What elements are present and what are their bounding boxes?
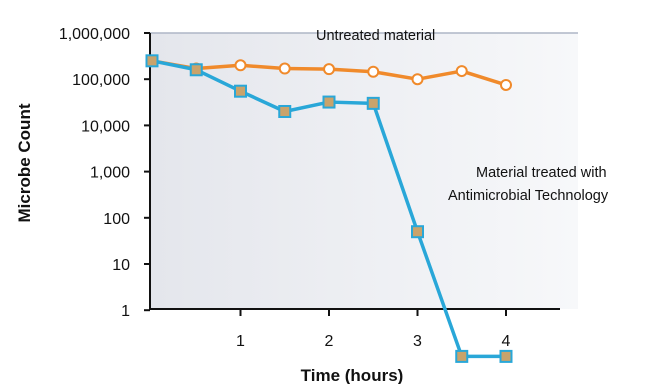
series-layer (145, 54, 513, 363)
y-tick-label: 10 (112, 257, 130, 274)
untreated-point (234, 59, 247, 72)
untreated-point (323, 63, 335, 76)
untreated-point (455, 65, 468, 78)
x-tick-label: 3 (413, 333, 422, 350)
treated-point (234, 84, 247, 98)
x-tick-label: 1 (236, 333, 245, 350)
y-tick-label: 100,000 (72, 72, 130, 89)
treated-point (278, 104, 292, 118)
y-axis: 1 10 100 1,000 10,000 100,000 1,000,000 (59, 26, 151, 320)
y-tick-label: 1,000,000 (59, 26, 130, 43)
annotation-untreated: Untreated material (316, 28, 435, 44)
untreated-point (367, 65, 380, 78)
x-tick-label: 4 (502, 333, 511, 350)
y-tick-label: 10,000 (81, 118, 130, 135)
x-axis: 1 2 3 4 (150, 308, 560, 350)
annotation-treated-line1: Material treated with (476, 165, 607, 181)
treated-point (189, 63, 203, 77)
y-tick-label: 100 (103, 211, 130, 228)
untreated-point (500, 78, 512, 91)
treated-point (499, 349, 513, 363)
plot-background (150, 33, 578, 309)
y-tick-label: 1 (121, 303, 130, 320)
treated-point (322, 95, 336, 109)
treated-point (366, 96, 380, 110)
y-axis-title: Microbe Count (15, 103, 34, 222)
x-axis-title: Time (hours) (301, 366, 404, 384)
treated-point (455, 349, 469, 363)
annotation-treated-line2: Antimicrobial Technology (448, 188, 609, 204)
x-tick-label: 2 (325, 333, 334, 350)
y-tick-label: 1,000 (90, 165, 130, 182)
untreated-point (411, 73, 424, 86)
treated-point (145, 54, 159, 68)
treated-point (411, 225, 424, 239)
untreated-point (278, 62, 291, 75)
